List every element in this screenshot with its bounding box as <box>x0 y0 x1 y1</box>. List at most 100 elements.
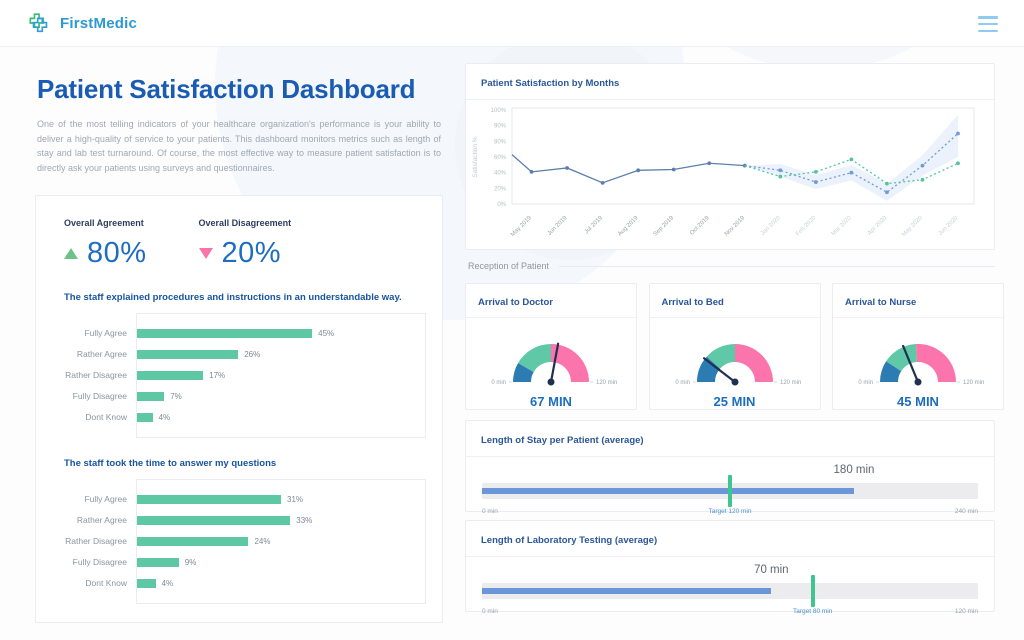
gauge-value: 67 MIN <box>530 394 572 409</box>
svg-text:0%: 0% <box>497 202 506 208</box>
gauge-card-arrival-to-doctor: Arrival to Doctor 0 min 120 min 67 MIN <box>465 283 637 410</box>
stat-label: Overall Disagreement <box>198 218 292 229</box>
category-label: Fully Agree <box>84 327 127 338</box>
svg-text:0 min: 0 min <box>675 380 690 386</box>
triangle-down-icon <box>198 248 213 260</box>
series-actual <box>511 154 745 184</box>
category-label: Fully Agree <box>84 493 127 504</box>
scale-target-label: Target 80 min <box>792 608 833 615</box>
value-bar <box>137 392 165 402</box>
bullet-value-label: 70 min <box>754 564 789 576</box>
lab-testing-card: Length of Laboratory Testing (average) 7… <box>465 520 995 615</box>
value-label: 9% <box>184 558 197 568</box>
value-bar <box>137 516 291 526</box>
survey-question: The staff took the time to answer my que… <box>64 458 277 470</box>
brand-name: FirstMedic <box>60 14 138 32</box>
value-bar <box>137 495 281 505</box>
gauge-cards-row: Arrival to Doctor 0 min 120 min 67 MIN Arriv… <box>465 283 1004 410</box>
card-title: Arrival to Doctor <box>478 297 553 308</box>
stat-label: Overall Agreement <box>64 218 144 229</box>
line-chart: 100% 90% 80% 60% 40% 20% 0% Satisfaction % May 2… <box>466 100 994 257</box>
gauge-chart: 0 min 120 min <box>675 344 801 386</box>
target-marker <box>810 575 815 607</box>
svg-text:Mar 2020: Mar 2020 <box>831 215 854 238</box>
overall-agreement-stat: Overall Agreement 80% <box>64 218 147 270</box>
survey-summary-card: Overall Agreement 80% Overall Disagreeme… <box>35 195 443 624</box>
page-description: One of the most telling indicators of yo… <box>37 119 441 173</box>
gauge-value: 25 MIN <box>713 394 756 409</box>
value-bar <box>137 558 179 568</box>
category-label: Rather Disagree <box>65 369 127 380</box>
section-divider <box>559 265 995 267</box>
svg-text:Sep 2019: Sep 2019 <box>653 215 676 238</box>
svg-text:20%: 20% <box>494 186 507 192</box>
category-label: Rather Agree <box>76 514 127 525</box>
category-label: Dont Know <box>85 411 127 422</box>
medical-cross-icon <box>29 13 48 33</box>
card-title: Patient Satisfaction by Months <box>481 78 620 89</box>
page-title: Patient Satisfaction Dashboard <box>37 74 416 104</box>
svg-text:Jul 2019: Jul 2019 <box>584 215 605 236</box>
bullet-chart: 180 min 0 min Target 120 min 240 min <box>482 464 978 518</box>
reception-section-header: Reception of Patient <box>468 261 995 271</box>
bullet-bar <box>482 588 772 594</box>
triangle-up-icon <box>64 248 78 260</box>
gauge-chart: 0 min 120 min <box>858 343 984 386</box>
bar-row: 17% <box>137 365 425 386</box>
bar-row: 4% <box>137 407 425 428</box>
series-forecast-blue <box>744 133 959 194</box>
bar-row: 7% <box>137 386 425 407</box>
gauge-card-arrival-to-bed: Arrival to Bed 0 min 120 min 25 MIN <box>648 283 821 410</box>
svg-text:100%: 100% <box>491 108 507 114</box>
category-label: Dont Know <box>85 577 127 588</box>
survey-plot-area: 31% 33% 24% 9% 4% <box>136 479 426 605</box>
svg-text:40%: 40% <box>494 171 507 177</box>
left-panel: Patient Satisfaction Dashboard One of th… <box>35 58 443 624</box>
scale-max-label: 240 min <box>954 508 978 515</box>
length-of-stay-card: Length of Stay per Patient (average) 180… <box>465 420 995 515</box>
survey-question: The staff explained procedures and instr… <box>64 292 402 304</box>
stat-value: 80% <box>87 237 147 270</box>
bullet-bar <box>482 488 854 494</box>
value-bar <box>137 579 156 589</box>
value-label: 31% <box>287 495 304 505</box>
category-label: Fully Disagree <box>72 390 127 401</box>
brand-logo[interactable]: FirstMedic <box>28 11 137 35</box>
svg-text:80%: 80% <box>494 139 507 145</box>
gauge-chart: 0 min 120 min <box>491 342 617 386</box>
bullet-value-label: 180 min <box>833 464 875 476</box>
svg-text:Oct 2019: Oct 2019 <box>689 215 711 237</box>
value-bar <box>137 413 153 423</box>
overall-disagreement-stat: Overall Disagreement 20% <box>198 218 292 270</box>
card-title: Arrival to Nurse <box>845 297 917 308</box>
survey-category-labels: Fully Agree Rather Agree Rather Disagree Fu… <box>52 313 136 438</box>
bullet-chart: 70 min 0 min Target 80 min 120 min <box>482 564 978 618</box>
value-bar <box>137 350 239 360</box>
value-bar <box>137 371 204 381</box>
svg-text:Jun 2020: Jun 2020 <box>938 215 960 237</box>
svg-text:0 min: 0 min <box>491 380 506 386</box>
svg-text:May 2019: May 2019 <box>510 215 533 238</box>
hamburger-menu-icon[interactable] <box>978 16 998 32</box>
overall-stats-row: Overall Agreement 80% Overall Disagreeme… <box>52 214 426 272</box>
scale-min-label: 0 min <box>482 508 498 515</box>
svg-text:Jan 2020: Jan 2020 <box>760 215 782 237</box>
survey-plot-area: 45% 26% 17% 7% 4% <box>136 313 426 439</box>
survey-chart-1: The staff explained procedures and instr… <box>52 292 426 439</box>
scale-max-label: 120 min <box>954 608 978 615</box>
svg-text:Jun 2019: Jun 2019 <box>547 215 569 237</box>
value-label: 7% <box>170 392 182 402</box>
bar-row: 31% <box>137 489 425 510</box>
target-marker <box>728 475 732 507</box>
svg-text:120 min: 120 min <box>780 380 801 386</box>
value-label: 45% <box>318 329 335 339</box>
line-chart-svg: 100% 90% 80% 60% 40% 20% 0% Satisfaction % May 2… <box>472 107 975 238</box>
stat-value: 20% <box>221 237 282 270</box>
card-title: Length of Stay per Patient (average) <box>481 435 644 446</box>
bullet-scale: 0 min Target 80 min 120 min <box>482 608 978 618</box>
bar-row: 4% <box>137 573 425 594</box>
gauge-card-arrival-to-nurse: Arrival to Nurse 0 min 120 min 45 MIN <box>832 283 1004 410</box>
bar-row: 24% <box>137 531 425 552</box>
value-label: 4% <box>158 413 171 423</box>
